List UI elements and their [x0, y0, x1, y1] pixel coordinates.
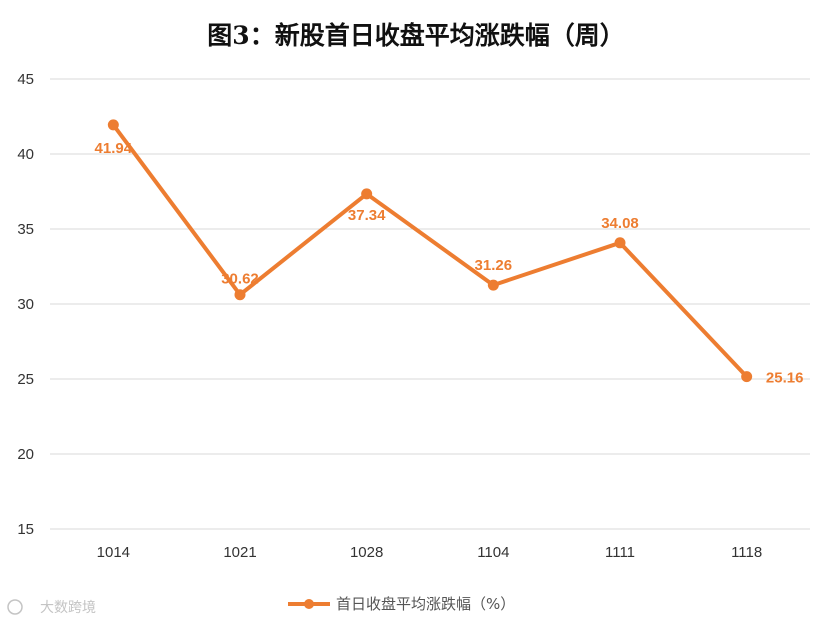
y-tick-label-20: 20: [17, 446, 34, 463]
y-axis-tick-labels: 15 20 25 30 35 40 45: [17, 71, 34, 538]
x-tick-label-1118: 1118: [731, 544, 762, 561]
series-line-0: [111, 122, 749, 379]
data-label-1104: 31.26: [475, 257, 513, 274]
data-point-1021[interactable]: [234, 289, 246, 301]
data-label-1028: 37.34: [348, 207, 386, 224]
x-tick-label-1104: 1104: [477, 544, 509, 561]
gridlines: [50, 78, 810, 530]
legend[interactable]: 首日收盘平均涨跌幅（%）: [288, 595, 515, 613]
data-point-1014[interactable]: [107, 119, 119, 131]
watermark-text: 大数跨境: [40, 600, 96, 616]
x-tick-label-1014: 1014: [97, 544, 130, 561]
y-tick-label-35: 35: [17, 221, 34, 238]
y-tick-label-40: 40: [17, 146, 34, 163]
watermark: 大数跨境: [7, 599, 96, 616]
x-tick-label-1111: 1111: [605, 544, 635, 561]
y-tick-label-45: 45: [17, 71, 34, 88]
watermark-logo-icon: [7, 599, 23, 615]
y-tick-label-30: 30: [17, 296, 34, 313]
y-tick-label-25: 25: [17, 371, 34, 388]
data-point-1111[interactable]: [614, 237, 626, 249]
series-group: 41.94 30.62 37.34 31.26 34.08 25.16: [95, 119, 804, 387]
legend-marker-swatch: [304, 599, 314, 609]
data-point-1104[interactable]: [487, 279, 499, 291]
y-tick-label-15: 15: [17, 521, 34, 538]
chart-title: 图3：新股首日收盘平均涨跌幅（周）: [207, 21, 624, 50]
data-point-1118[interactable]: [741, 371, 753, 383]
x-tick-label-1028: 1028: [350, 544, 383, 561]
x-tick-label-1021: 1021: [223, 544, 256, 561]
data-point-1028[interactable]: [361, 188, 373, 200]
data-label-1014: 41.94: [95, 140, 133, 157]
data-label-1021: 30.62: [221, 271, 259, 288]
legend-label: 首日收盘平均涨跌幅（%）: [336, 595, 515, 613]
x-axis-tick-labels: 1014 1021 1028 1104 1111 1118: [97, 544, 763, 561]
data-label-1118: 25.16: [766, 370, 804, 387]
data-label-1111: 34.08: [601, 215, 639, 232]
